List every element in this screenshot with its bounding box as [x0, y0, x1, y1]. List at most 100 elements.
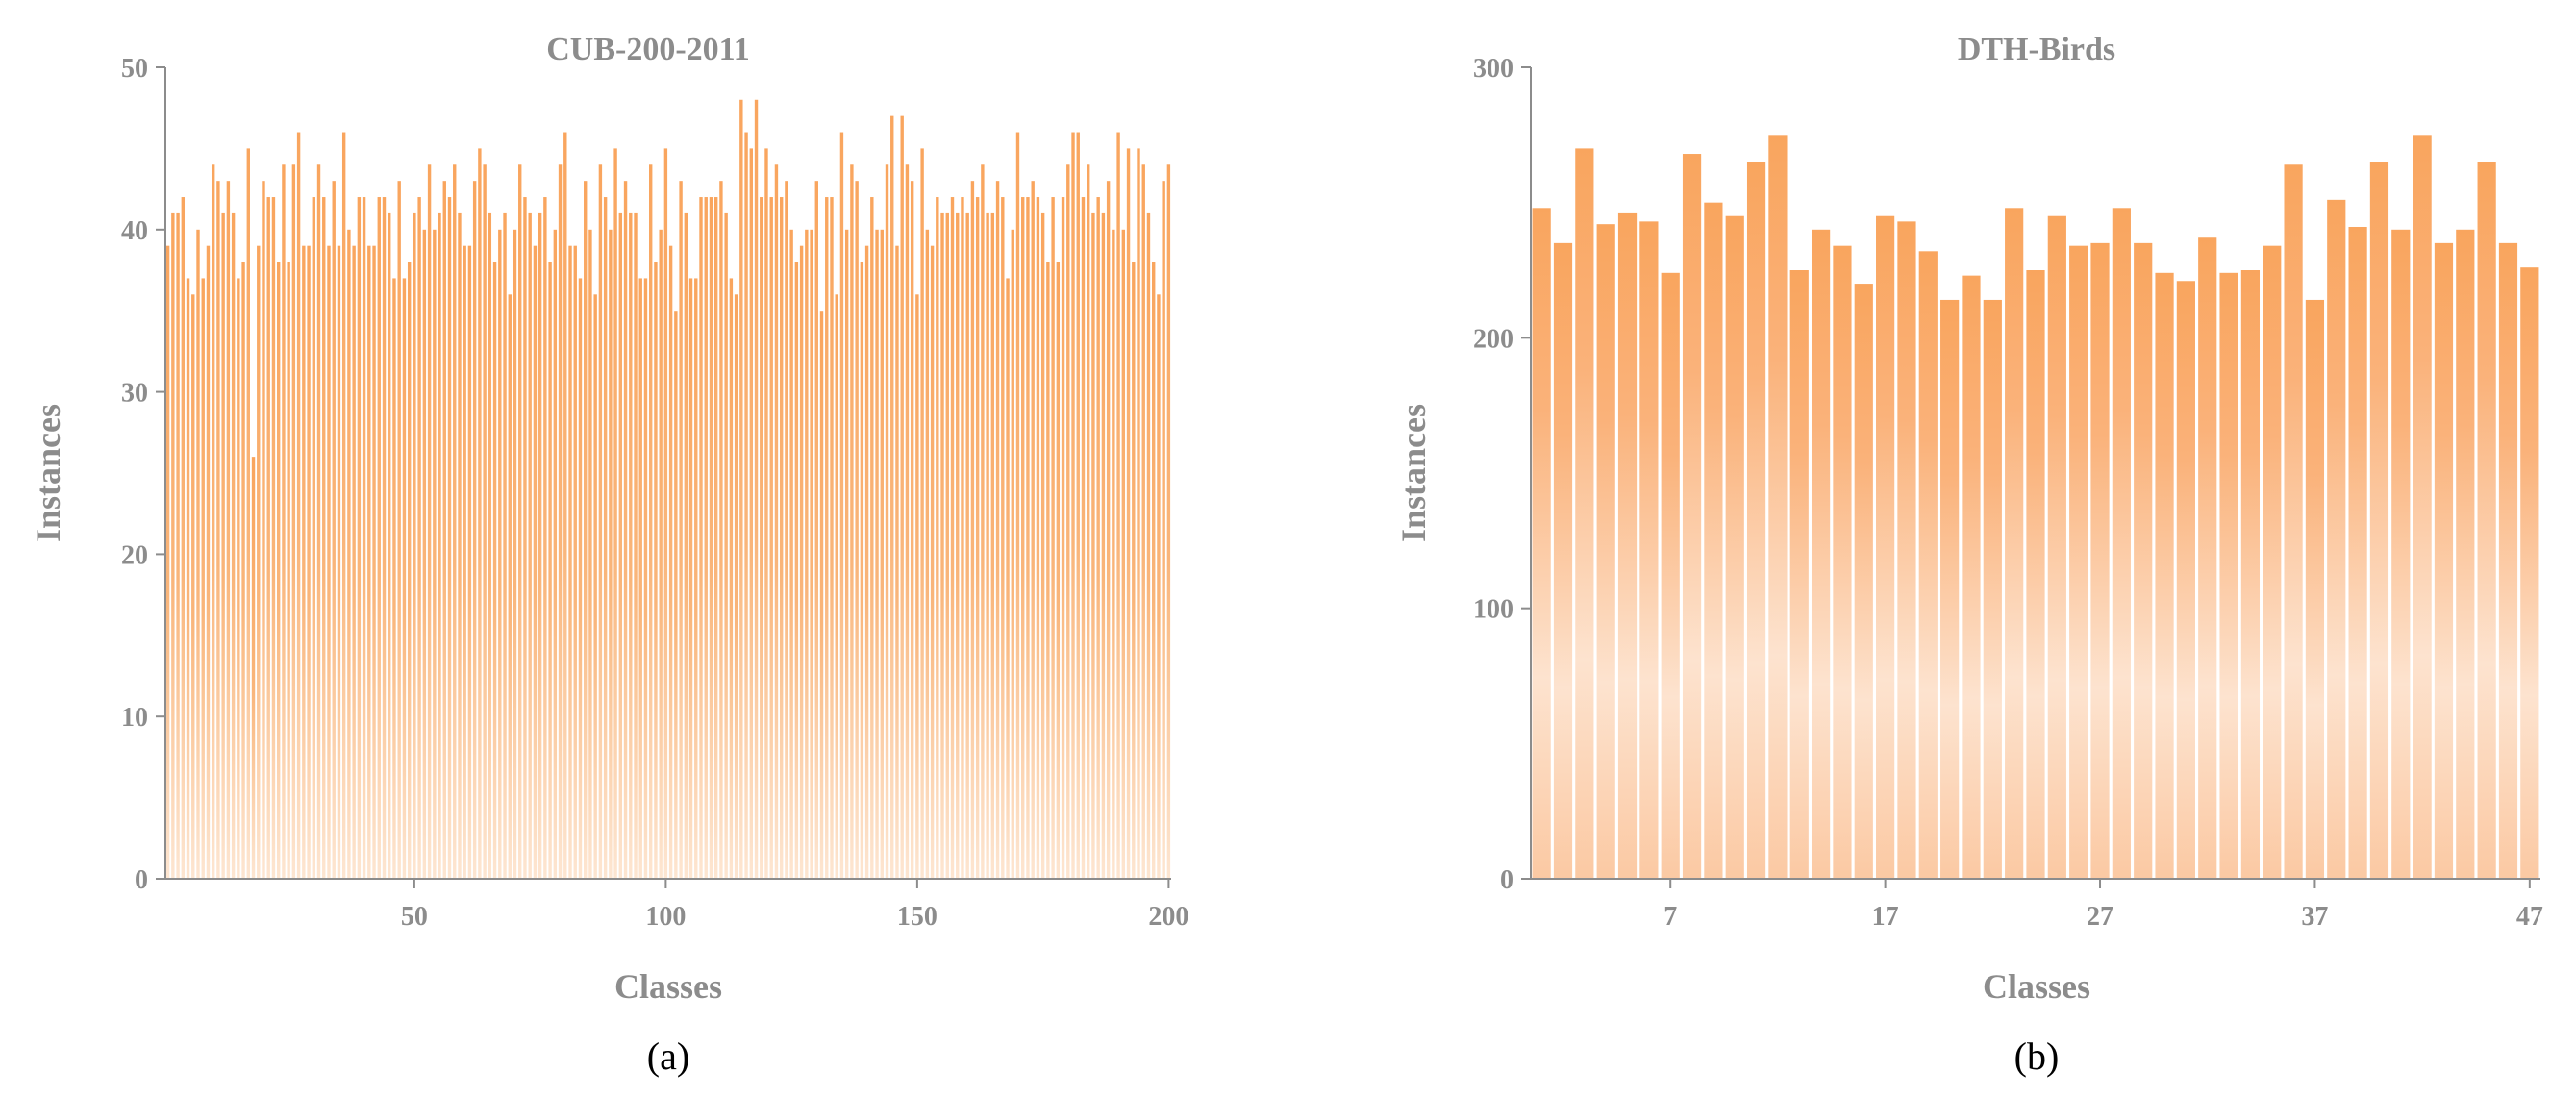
bar-class-9	[1704, 202, 1723, 880]
bar-class-42	[2413, 135, 2432, 879]
bar-class-149	[910, 181, 914, 879]
x-tick-label: 47	[2516, 902, 2543, 932]
bar-class-111	[719, 181, 723, 879]
x-tick-label: 50	[401, 902, 428, 932]
bar-class-61	[467, 245, 472, 879]
bar-class-36	[2284, 164, 2303, 879]
bar-class-34	[2240, 270, 2261, 879]
bar-class-193	[1132, 262, 1136, 879]
bar-class-196	[1146, 212, 1151, 880]
bar-class-103	[679, 181, 683, 879]
bar-class-38	[2327, 199, 2346, 880]
bar-class-6	[1639, 221, 1659, 880]
bar-class-23	[276, 262, 281, 879]
bar-class-3	[1575, 148, 1594, 879]
bar-class-127	[799, 245, 804, 879]
bar-class-117	[749, 148, 753, 879]
bar-class-179	[1061, 197, 1065, 880]
bar-class-121	[769, 197, 773, 880]
bar-class-66	[492, 262, 497, 879]
bar-class-32	[322, 197, 326, 880]
y-tick-label: 20	[121, 540, 148, 570]
bar-class-27	[296, 132, 301, 879]
bar-class-18	[251, 457, 256, 879]
bar-class-63	[478, 148, 482, 879]
bar-class-86	[593, 294, 597, 879]
bar-class-45	[388, 212, 391, 880]
bar-class-95	[638, 278, 642, 879]
bar-class-70	[513, 229, 517, 880]
bar-class-194	[1137, 148, 1140, 879]
bar-class-96	[643, 278, 648, 879]
bar-class-31	[316, 164, 321, 879]
bar-class-176	[1046, 262, 1050, 879]
bar-class-164	[986, 212, 989, 880]
bar-class-10	[1725, 215, 1744, 880]
bar-class-125	[789, 229, 793, 880]
bar-class-79	[558, 164, 563, 879]
bar-class-163	[981, 164, 985, 879]
x-tick-labels: 7 17 27 37 47	[1663, 879, 2543, 932]
y-tick-label: 30	[121, 379, 148, 409]
bar-class-139	[860, 262, 864, 879]
bar-class-16	[241, 262, 245, 879]
bar-class-128	[805, 229, 809, 880]
bar-class-16	[1854, 284, 1873, 879]
bar-class-136	[844, 229, 849, 880]
bar-class-153	[930, 245, 935, 879]
bar-class-115	[739, 99, 743, 879]
bar-class-75	[538, 212, 542, 880]
bar-class-105	[688, 278, 693, 879]
bar-class-195	[1141, 164, 1145, 879]
bar-class-12	[221, 212, 225, 880]
bar-class-57	[447, 197, 452, 880]
figure-caption: (b)	[2014, 1035, 2060, 1078]
x-axis-title: Classes	[1983, 967, 2090, 1006]
bar-class-110	[713, 197, 718, 880]
bar-class-197	[1152, 262, 1156, 879]
bar-class-116	[744, 132, 748, 879]
bar-class-41	[2391, 229, 2411, 880]
bar-class-78	[553, 229, 558, 880]
x-tick-label: 7	[1663, 902, 1677, 932]
bar-class-120	[764, 148, 768, 879]
bar-class-26	[2069, 245, 2088, 879]
bar-class-47	[397, 181, 401, 879]
bar-class-189	[1112, 229, 1115, 880]
y-tick-label: 0	[1500, 865, 1513, 895]
bar-class-119	[760, 197, 763, 880]
bar-class-36	[341, 132, 346, 879]
bar-class-167	[1001, 197, 1005, 880]
bar-class-85	[588, 229, 592, 880]
bar-class-34	[332, 181, 336, 879]
bar-class-26	[291, 164, 296, 879]
bar-class-51	[417, 197, 421, 880]
bar-class-33	[327, 245, 331, 879]
bar-group	[165, 99, 1171, 880]
y-tick-label: 10	[121, 703, 148, 733]
bar-class-7	[1661, 272, 1680, 879]
bar-class-100	[663, 148, 668, 879]
bar-class-14	[231, 212, 236, 880]
bar-class-1	[1532, 208, 1551, 880]
x-tick-label: 100	[645, 902, 686, 932]
bar-class-69	[508, 294, 512, 879]
y-axis-title: Instances	[1394, 404, 1433, 542]
bar-class-140	[864, 245, 869, 879]
bar-class-137	[850, 164, 854, 879]
x-tick-labels: 50 100 150 200	[401, 879, 1188, 932]
bar-class-172	[1026, 197, 1030, 880]
bar-class-39	[2348, 226, 2367, 880]
bar-class-28	[302, 245, 306, 879]
bar-class-67	[498, 229, 502, 880]
bar-class-150	[915, 294, 919, 879]
bar-class-80	[563, 132, 567, 879]
bar-class-173	[1031, 181, 1035, 879]
bar-class-89	[609, 229, 613, 880]
bar-class-184	[1087, 164, 1090, 879]
bar-class-146	[895, 245, 899, 879]
bar-class-5	[186, 278, 190, 879]
bar-class-27	[2090, 242, 2110, 879]
bar-class-84	[584, 181, 588, 879]
bar-class-54	[433, 229, 437, 880]
